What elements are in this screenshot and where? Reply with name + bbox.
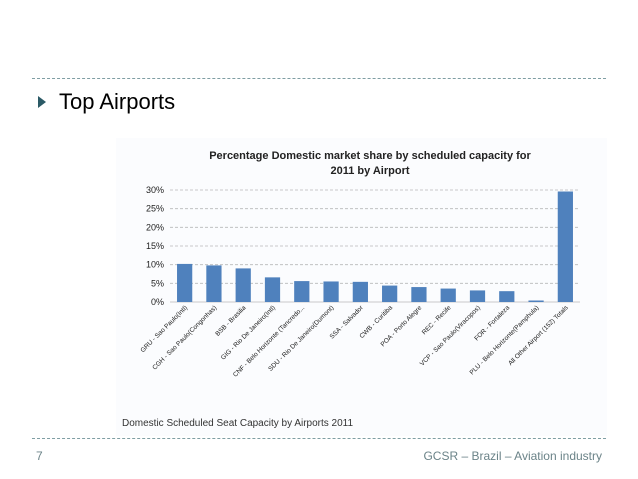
- bar-chart: Percentage Domestic market share by sche…: [139, 150, 580, 379]
- bar: [206, 265, 222, 302]
- slide-title: Top Airports: [59, 89, 176, 114]
- slide-number: 7: [36, 449, 43, 463]
- bar: [440, 288, 456, 302]
- top-divider: [32, 78, 606, 79]
- bar: [469, 290, 486, 302]
- bar: [557, 191, 573, 302]
- y-tick-label: 0%: [151, 297, 164, 307]
- bar: [528, 300, 544, 302]
- x-tick-label: VCP - Sao Paulo(Viracopos): [419, 304, 482, 367]
- x-tick-label: REC - Recife: [421, 304, 453, 336]
- chart-title-line: Percentage Domestic market share by sche…: [209, 150, 531, 162]
- bullet-arrow-icon: [38, 96, 46, 108]
- x-tick-label: CGH - Sao Paulo(Congonhas): [151, 304, 218, 371]
- y-tick-label: 5%: [151, 278, 164, 288]
- footer-text: GCSR – Brazil – Aviation industry: [423, 449, 602, 463]
- chart-panel: Percentage Domestic market share by sche…: [116, 138, 607, 436]
- chart-title-line: 2011 by Airport: [330, 165, 409, 177]
- bar: [323, 281, 339, 302]
- bottom-divider: [32, 438, 606, 439]
- bar: [382, 285, 398, 302]
- y-tick-label: 20%: [146, 222, 164, 232]
- bar: [294, 281, 310, 302]
- bar: [499, 291, 515, 302]
- bar: [264, 277, 281, 302]
- x-tick-label: All Other Airport (152) Totals: [507, 304, 570, 367]
- bar: [352, 281, 368, 302]
- x-tick-label: GIG - Rio De Janeiro(Intl): [220, 304, 277, 361]
- y-tick-label: 15%: [146, 241, 164, 251]
- bar: [177, 263, 193, 302]
- y-tick-label: 10%: [146, 260, 164, 270]
- bar: [411, 287, 427, 302]
- chart-caption: Domestic Scheduled Seat Capacity by Airp…: [122, 418, 354, 429]
- x-tick-label: SDU - Rio De Janeiro(Dumont): [267, 304, 335, 372]
- y-tick-label: 25%: [146, 204, 164, 214]
- x-tick-label: GRU - Sao Paulo(Intl): [139, 304, 189, 354]
- y-tick-label: 30%: [146, 185, 164, 195]
- bar: [235, 268, 251, 302]
